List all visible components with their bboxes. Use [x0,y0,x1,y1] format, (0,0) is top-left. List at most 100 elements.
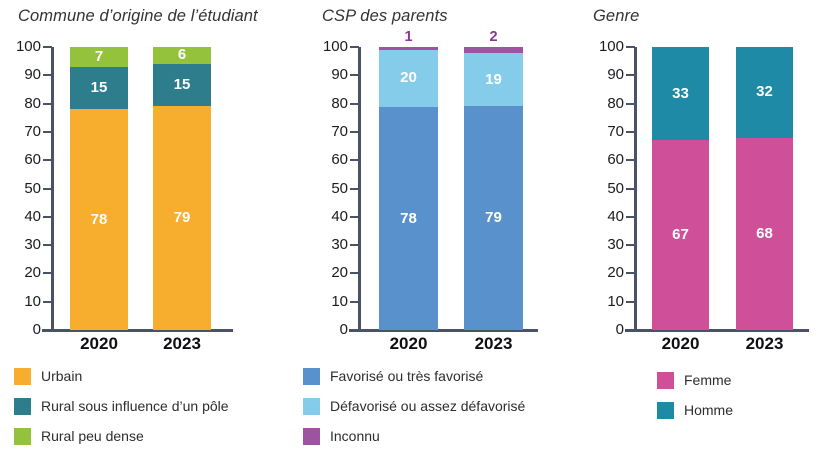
axis-tick [43,130,52,133]
bar-value-label: 32 [756,83,773,101]
axis-tick-label: 30 [331,236,348,254]
chart-commune-origine: Commune d’origine de l’étudiant 0 10 20 30 4… [0,0,300,450]
bar-value-label: 6 [177,46,187,64]
bar-segment [70,109,128,330]
legend-item: Femme [657,371,731,389]
bar-segment [379,47,438,50]
bar-segment [736,137,793,330]
axis-tick-label: 100 [15,38,41,55]
legend-label: Favorisé ou très favorisé [330,368,484,384]
axis-tick-label: 80 [607,94,624,112]
bar-value-label: 33 [672,84,689,102]
axis-tick-label: 30 [24,236,41,254]
axis-tick [626,272,635,275]
bar-segment [379,49,438,107]
chart-genre: Genre 0 10 20 30 40 50 60 70 80 90 100 67 33 2020 68 32… [578,0,820,450]
plot-area: 0 10 20 30 40 50 60 70 80 90 100 78 20 1 2020 79 19 2 2023 [300,0,580,450]
axis-tick-label: 50 [24,179,41,197]
axis-tick [626,187,635,190]
x-axis-line [42,329,233,332]
axis-tick [626,102,635,105]
bar-value-label: 67 [672,226,689,244]
category-label: 2023 [163,334,201,353]
legend-swatch [303,367,320,385]
axis-tick-label: 40 [331,207,348,225]
axis-tick-label: 30 [607,236,624,254]
legend-swatch [657,371,674,389]
axis-tick-label: 100 [598,38,624,55]
axis-tick [350,272,359,275]
legend-swatch [14,427,31,445]
axis-tick-label: 20 [24,264,41,282]
axis-tick-label: 50 [607,179,624,197]
axis-tick [626,244,635,247]
axis-tick [350,215,359,218]
legend: Femme Homme [578,0,820,450]
axis-tick [626,46,635,48]
category-label: 2023 [474,334,513,353]
bar-value-label: 79 [485,209,502,227]
axis-tick [350,244,359,247]
axis-tick-label: 60 [24,151,41,169]
axis-tick [350,74,359,77]
axis-tick-label: 70 [24,122,41,140]
axis-tick-label: 40 [24,207,41,225]
bar-value-label: 78 [400,209,417,227]
legend: Urbain Rural sous influence d’un pôle Rura… [0,0,300,450]
axis-tick-label: 50 [331,179,348,197]
axis-tick [43,244,52,247]
legend-item: Urbain [14,367,82,385]
legend-item: Homme [657,401,733,419]
legend-item: Favorisé ou très favorisé [303,367,483,385]
legend-swatch [303,427,320,445]
axis-tick-label: 0 [615,321,624,338]
axis-tick-label: 80 [331,94,348,112]
axis-tick-label: 20 [607,264,624,282]
axis-tick [626,130,635,133]
legend-label: Urbain [41,368,83,384]
axis-tick [43,159,52,162]
axis-tick-label: 10 [24,292,41,310]
axis-tick-label: 10 [331,292,348,310]
axis-tick-label: 0 [32,321,41,338]
bar-segment [153,106,211,330]
x-axis-line [349,329,538,332]
axis-tick [350,300,359,303]
outside-value-label: 1 [404,29,413,45]
bar-segment [379,107,438,330]
axis-tick-label: 90 [607,66,624,84]
chart-title: Commune d’origine de l’étudiant [18,7,258,25]
legend-item: Défavorisé ou assez défavorisé [303,397,525,415]
chart-csp-parents: CSP des parents 0 10 20 30 40 50 60 70 80 90 100 78… [300,0,580,450]
legend-label: Rural sous influence d’un pôle [41,398,229,414]
axis-tick-label: 70 [331,122,348,140]
axis-tick-label: 90 [24,66,41,84]
axis-tick [43,187,52,190]
y-axis-line [358,47,361,330]
axis-tick [350,130,359,133]
legend-label: Homme [684,402,734,418]
axis-tick [626,215,635,218]
outside-value-label: 2 [489,29,498,45]
axis-tick [626,159,635,162]
x-axis-line [625,329,809,332]
axis-tick [43,272,52,275]
y-axis-line [51,47,54,330]
legend-item: Rural sous influence d’un pôle [14,397,229,415]
bar-value-label: 78 [90,210,108,228]
axis-tick [350,159,359,162]
axis-tick [43,300,52,303]
axis-tick-label: 100 [322,38,348,55]
bar-value-label: 15 [173,76,191,94]
legend-swatch [303,397,320,415]
bar-value-label: 19 [485,70,502,88]
axis-tick-label: 40 [607,207,624,225]
category-label: 2020 [80,334,118,353]
axis-tick [350,46,359,48]
category-label: 2020 [661,334,700,353]
legend: Favorisé ou très favorisé Défavorisé ou a… [300,0,580,450]
axis-tick-label: 60 [331,151,348,169]
legend-item: Inconnu [303,427,380,445]
legend-label: Défavorisé ou assez défavorisé [330,398,526,414]
